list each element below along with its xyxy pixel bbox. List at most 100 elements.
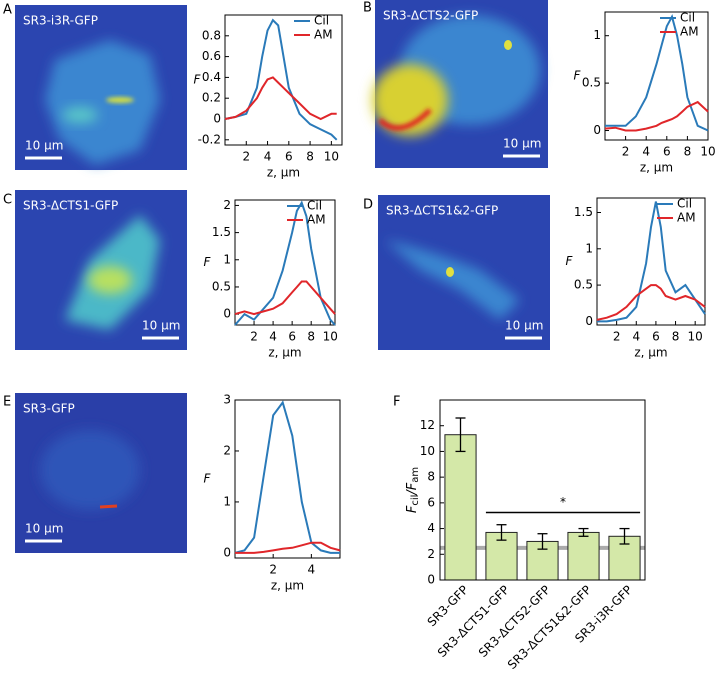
panel-letter: A bbox=[3, 3, 12, 18]
legend-label: AM bbox=[680, 25, 699, 39]
y-tick-label: 4 bbox=[427, 521, 435, 535]
x-tick-label: 4 bbox=[264, 150, 272, 164]
scale-bar-label: 10 μm bbox=[142, 319, 180, 333]
y-tick-label: 1.5 bbox=[212, 225, 231, 239]
y-tick-label: 8 bbox=[427, 470, 435, 484]
error-bar bbox=[619, 527, 630, 545]
series-line bbox=[224, 76, 337, 121]
x-axis-label: z, μm bbox=[271, 579, 304, 593]
plot-frame bbox=[439, 399, 646, 581]
micrograph-c bbox=[15, 190, 187, 350]
x-tick-label: 6 bbox=[663, 145, 671, 159]
x-tick-label: 8 bbox=[306, 150, 314, 164]
legend-label: Cil bbox=[314, 14, 329, 28]
y-tick-label: 1 bbox=[223, 494, 231, 508]
series-line bbox=[605, 14, 709, 132]
error-bar bbox=[578, 527, 589, 537]
x-tick-label: SR3-ΔCTS2-GFP bbox=[476, 583, 553, 660]
plot-frame bbox=[596, 197, 706, 326]
y-axis-label-part: F bbox=[405, 505, 420, 513]
micrograph-b bbox=[372, 0, 548, 168]
y-axis-label-part: /F bbox=[405, 482, 420, 495]
image-label: SR3-GFP bbox=[23, 402, 75, 416]
series-line bbox=[235, 541, 341, 554]
series-line bbox=[234, 280, 336, 316]
y-tick-label: 1 bbox=[585, 241, 593, 255]
y-tick-label: 0 bbox=[223, 545, 231, 559]
x-axis-label: z, μm bbox=[634, 346, 667, 360]
image-label: SR3-ΔCTS2-GFP bbox=[383, 9, 478, 23]
legend-label: Cil bbox=[680, 11, 695, 25]
series-line bbox=[597, 201, 706, 323]
y-tick-label: 0 bbox=[223, 307, 231, 321]
series-line bbox=[596, 284, 706, 321]
panel-letter: C bbox=[3, 193, 12, 208]
x-tick-label: 2 bbox=[269, 563, 277, 577]
x-axis-label: z, μm bbox=[267, 166, 300, 180]
y-tick-label: 0.5 bbox=[212, 279, 231, 293]
y-axis-label: Fcil/Fam bbox=[405, 467, 422, 513]
error-bar bbox=[537, 533, 548, 550]
panel-letter: B bbox=[363, 1, 372, 16]
x-tick-label: 2 bbox=[613, 330, 621, 344]
y-tick-label: 0.6 bbox=[202, 49, 221, 63]
y-tick-label: 0.5 bbox=[574, 278, 593, 292]
plot-frame bbox=[234, 399, 341, 559]
y-axis-label: F bbox=[574, 69, 582, 83]
y-tick-label: 1 bbox=[223, 252, 231, 266]
image-label: SR3-ΔCTS1&2-GFP bbox=[386, 204, 498, 218]
y-tick-label: 3 bbox=[223, 393, 231, 407]
x-tick-label: 4 bbox=[308, 563, 316, 577]
x-tick-label: 8 bbox=[684, 145, 692, 159]
x-tick-label: 6 bbox=[285, 150, 293, 164]
scale-bar-label: 10 μm bbox=[505, 319, 543, 333]
y-tick-label: 6 bbox=[427, 495, 435, 509]
y-axis-label: F bbox=[194, 73, 202, 87]
y-tick-label: 2 bbox=[223, 198, 231, 212]
plot-frame bbox=[224, 14, 343, 146]
y-tick-label: 0.8 bbox=[202, 28, 221, 42]
series-line bbox=[604, 100, 709, 132]
scale-bar-label: 10 μm bbox=[25, 139, 63, 153]
y-tick-label: 0 bbox=[593, 123, 601, 137]
y-axis-label: F bbox=[204, 255, 212, 269]
y-axis-label-part: am bbox=[410, 467, 421, 483]
plot-frame bbox=[234, 199, 336, 326]
legend-label: AM bbox=[314, 28, 333, 42]
image-label: SR3-i3R-GFP bbox=[23, 14, 98, 28]
x-tick-label: 4 bbox=[632, 330, 640, 344]
x-tick-label: 8 bbox=[307, 330, 315, 344]
bar bbox=[444, 434, 477, 581]
series-line bbox=[234, 200, 336, 326]
y-tick-label: 2 bbox=[427, 547, 435, 561]
micrograph-e bbox=[15, 393, 187, 553]
y-axis-label: F bbox=[566, 254, 574, 268]
legend-label: AM bbox=[307, 213, 326, 227]
image-label: SR3-ΔCTS1-GFP bbox=[23, 199, 118, 213]
micrograph-a bbox=[15, 5, 187, 170]
y-tick-label: 0 bbox=[585, 314, 593, 328]
x-tick-label: SR3-ΔCTS1-GFP bbox=[435, 583, 512, 660]
x-tick-label: 6 bbox=[288, 330, 296, 344]
x-tick-label: 6 bbox=[652, 330, 660, 344]
micrograph-d bbox=[378, 195, 550, 350]
legend-label: Cil bbox=[677, 197, 692, 211]
x-tick-label: 4 bbox=[269, 330, 277, 344]
x-tick-label: 10 bbox=[323, 330, 338, 344]
x-tick-label: 10 bbox=[324, 150, 339, 164]
x-tick-label: 2 bbox=[242, 150, 250, 164]
panel-letter: F bbox=[393, 395, 400, 410]
x-tick-label: 10 bbox=[688, 330, 703, 344]
y-tick-label: 1 bbox=[593, 28, 601, 42]
x-axis-label: z, μm bbox=[268, 346, 301, 360]
y-tick-label: 0.2 bbox=[202, 91, 221, 105]
plot-frame bbox=[604, 11, 709, 141]
scale-bar-label: 10 μm bbox=[25, 522, 63, 536]
y-tick-label: 0.5 bbox=[582, 76, 601, 90]
y-tick-label: 2 bbox=[223, 443, 231, 457]
bar bbox=[567, 531, 600, 581]
legend-label: AM bbox=[677, 211, 696, 225]
scale-bar-label: 10 μm bbox=[503, 137, 541, 151]
error-bar bbox=[496, 524, 507, 541]
